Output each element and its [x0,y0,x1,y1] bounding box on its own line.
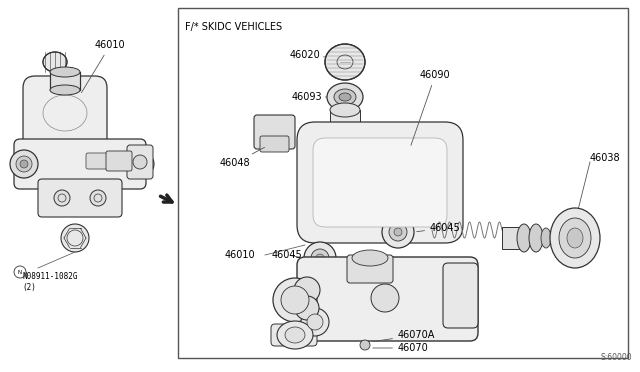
Ellipse shape [517,224,531,252]
Text: S:60000: S:60000 [600,353,632,362]
Ellipse shape [20,160,28,168]
FancyBboxPatch shape [271,324,317,346]
Ellipse shape [301,308,329,336]
Ellipse shape [273,278,317,322]
Ellipse shape [54,190,70,206]
Ellipse shape [50,67,80,77]
Text: 46045: 46045 [417,223,461,233]
Ellipse shape [382,216,414,248]
FancyBboxPatch shape [86,153,108,169]
Ellipse shape [339,93,351,101]
FancyBboxPatch shape [347,255,393,283]
FancyBboxPatch shape [127,145,153,179]
Bar [502,227,520,249]
Text: N08911-1082G
(2): N08911-1082G (2) [22,272,77,292]
Ellipse shape [133,155,147,169]
Text: 46070A: 46070A [372,330,435,341]
Ellipse shape [330,103,360,117]
Text: 46045: 46045 [272,250,303,260]
Ellipse shape [394,228,402,236]
Text: 46010: 46010 [225,250,255,260]
Ellipse shape [567,228,583,248]
Ellipse shape [450,285,470,305]
Ellipse shape [294,277,320,303]
Ellipse shape [327,83,363,111]
FancyBboxPatch shape [313,138,447,227]
FancyBboxPatch shape [14,139,146,189]
FancyBboxPatch shape [260,136,289,152]
Ellipse shape [130,152,154,176]
Text: 46070: 46070 [372,343,429,353]
Ellipse shape [277,321,313,349]
Bar [50,72,80,90]
Ellipse shape [550,208,600,268]
Ellipse shape [43,52,67,72]
Ellipse shape [307,314,323,330]
Ellipse shape [90,190,106,206]
Ellipse shape [371,284,399,312]
Ellipse shape [360,340,370,350]
Text: N: N [18,269,22,275]
Text: 46038: 46038 [590,153,621,163]
FancyBboxPatch shape [297,257,478,341]
Ellipse shape [529,224,543,252]
Text: 46093: 46093 [292,92,327,102]
Ellipse shape [352,250,388,266]
Bar [330,110,360,145]
FancyBboxPatch shape [106,151,132,171]
FancyBboxPatch shape [38,179,122,217]
FancyBboxPatch shape [254,115,295,149]
Text: 46090: 46090 [411,70,451,145]
Text: F/* SKIDC VEHICLES: F/* SKIDC VEHICLES [185,22,282,32]
Ellipse shape [61,224,89,252]
Bar [178,8,628,358]
FancyBboxPatch shape [297,122,463,243]
Ellipse shape [50,85,80,95]
Text: 46020: 46020 [290,50,325,60]
Text: 46048: 46048 [220,147,264,168]
Ellipse shape [330,138,360,152]
Text: 46010: 46010 [81,40,125,93]
Ellipse shape [285,327,305,343]
Ellipse shape [325,44,365,80]
Ellipse shape [389,223,407,241]
Ellipse shape [281,286,309,314]
Ellipse shape [304,242,336,274]
FancyBboxPatch shape [23,76,107,150]
Ellipse shape [295,296,319,320]
Ellipse shape [10,150,38,178]
Ellipse shape [541,228,551,248]
Ellipse shape [334,89,356,105]
Ellipse shape [559,218,591,258]
Ellipse shape [316,254,324,262]
Bar [552,233,574,243]
Ellipse shape [16,156,32,172]
FancyBboxPatch shape [443,263,478,328]
Ellipse shape [136,158,148,170]
Ellipse shape [311,249,329,267]
